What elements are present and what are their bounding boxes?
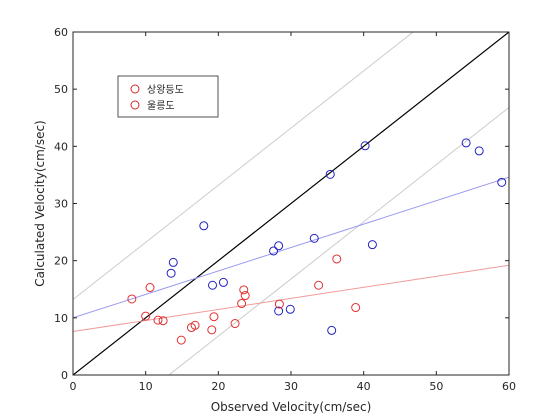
reference-line-lower-bound	[168, 107, 509, 375]
legend: 상왕등도 울릉도	[117, 75, 219, 118]
data-point-1-15	[314, 280, 324, 290]
y-tick-label: 0	[61, 369, 68, 382]
data-point-1-14	[274, 299, 284, 309]
data-point-0-15	[474, 146, 484, 156]
legend-label-1: 울릉도	[147, 100, 175, 112]
y-tick-label: 60	[54, 26, 68, 39]
data-point-0-13	[367, 240, 377, 250]
data-point-0-7	[274, 306, 284, 316]
reference-line-identity	[73, 32, 509, 375]
data-point-1-3	[153, 315, 163, 325]
data-point-1-7	[190, 320, 200, 330]
x-tick-label: 50	[429, 380, 443, 393]
legend-label-0: 상왕등도	[147, 84, 184, 96]
y-tick-label: 30	[54, 198, 68, 211]
data-point-0-1	[168, 257, 178, 267]
reference-lines	[73, 32, 509, 375]
data-point-1-5	[176, 335, 186, 345]
x-tick-label: 40	[357, 380, 371, 393]
data-points	[127, 138, 507, 345]
data-point-0-4	[218, 277, 228, 287]
y-tick-label: 50	[54, 83, 68, 96]
x-axis-ticks: 0 10 20 30 40 50 60	[70, 32, 516, 393]
legend-box	[117, 75, 219, 118]
y-axis-ticks: 0 10 20 30 40 50 60	[54, 26, 509, 382]
data-point-1-11	[237, 299, 247, 309]
x-tick-label: 30	[284, 380, 298, 393]
data-point-0-6	[274, 241, 284, 251]
data-point-1-10	[230, 319, 240, 329]
data-point-0-16	[497, 177, 507, 187]
data-point-0-9	[309, 233, 319, 243]
data-point-1-4	[158, 316, 168, 326]
reference-line-upper-bound	[73, 32, 414, 300]
data-point-1-16	[332, 254, 342, 264]
data-point-0-14	[461, 138, 471, 148]
data-point-1-9	[209, 312, 219, 322]
y-tick-label: 20	[54, 255, 68, 268]
data-point-1-1	[141, 311, 151, 321]
x-axis-label: Observed Velocity(cm/sec)	[211, 400, 372, 414]
fit-line-0	[73, 176, 509, 319]
y-tick-label: 10	[54, 312, 68, 325]
data-point-0-3	[208, 280, 218, 290]
data-point-0-5	[269, 246, 279, 256]
y-axis-label: Calculated Velocity(cm/sec)	[33, 120, 47, 286]
data-point-1-13	[240, 291, 250, 301]
data-point-1-0	[127, 294, 137, 304]
data-point-1-17	[351, 303, 361, 313]
data-point-0-0	[166, 268, 176, 278]
x-tick-label: 0	[70, 380, 77, 393]
x-tick-label: 60	[502, 380, 516, 393]
x-tick-label: 20	[211, 380, 225, 393]
data-point-0-8	[285, 304, 295, 314]
legend-marker-0	[130, 84, 140, 94]
data-point-0-2	[199, 221, 209, 231]
y-tick-label: 40	[54, 140, 68, 153]
data-point-0-12	[360, 141, 370, 151]
legend-marker-1	[130, 100, 140, 110]
data-point-1-2	[145, 283, 155, 293]
data-point-0-10	[325, 169, 335, 179]
data-point-0-11	[327, 325, 337, 335]
data-point-1-12	[239, 285, 249, 295]
x-tick-label: 10	[139, 380, 153, 393]
data-point-1-8	[207, 325, 217, 335]
